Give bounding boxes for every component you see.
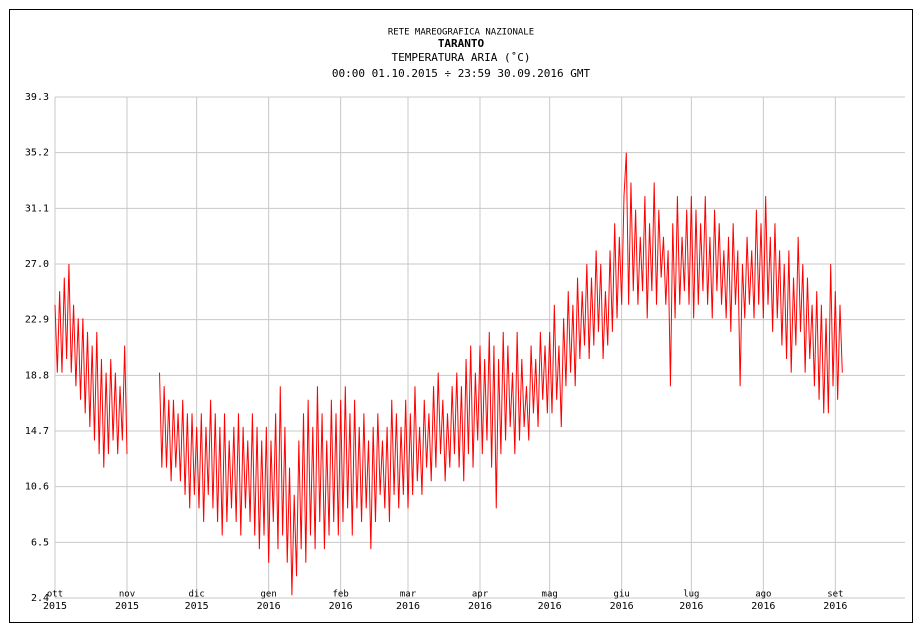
chart-subtitle: TEMPERATURA ARIA (˚C) bbox=[391, 51, 530, 64]
temperature-line bbox=[159, 152, 843, 596]
x-tick-label: set bbox=[827, 590, 843, 600]
x-tick-label: dic bbox=[189, 590, 205, 600]
x-tick-year: 2015 bbox=[43, 601, 67, 612]
x-tick-year: 2015 bbox=[185, 601, 209, 612]
y-tick-label: 14.7 bbox=[25, 426, 49, 437]
x-tick-year: 2016 bbox=[679, 601, 703, 612]
x-tick-label: mar bbox=[400, 590, 417, 600]
y-tick-label: 27.0 bbox=[25, 259, 49, 270]
x-tick-year: 2016 bbox=[396, 601, 420, 612]
y-tick-label: 10.6 bbox=[25, 482, 49, 493]
y-tick-label: 2.4 bbox=[31, 593, 49, 604]
x-tick-year: 2016 bbox=[610, 601, 634, 612]
y-tick-label: 6.5 bbox=[31, 537, 49, 548]
y-tick-label: 18.8 bbox=[25, 370, 49, 381]
y-tick-label: 39.3 bbox=[25, 92, 49, 103]
x-tick-label: ago bbox=[755, 590, 771, 600]
x-tick-label: giu bbox=[614, 590, 630, 600]
x-tick-year: 2016 bbox=[751, 601, 775, 612]
y-tick-label: 31.1 bbox=[25, 203, 49, 214]
frame bbox=[9, 9, 913, 623]
x-tick-label: lug bbox=[683, 590, 699, 600]
chart-header: RETE MAREOGRAFICA NAZIONALE bbox=[388, 28, 534, 38]
x-tick-label: gen bbox=[261, 590, 277, 600]
x-tick-label: nov bbox=[119, 590, 135, 600]
chart-period: 00:00 01.10.2015 ÷ 23:59 30.09.2016 GMT bbox=[332, 67, 591, 80]
y-tick-label: 22.9 bbox=[25, 315, 49, 326]
y-tick-label: 35.2 bbox=[25, 148, 49, 159]
x-tick-year: 2016 bbox=[468, 601, 492, 612]
x-tick-label: apr bbox=[472, 590, 489, 600]
x-tick-label: mag bbox=[542, 590, 558, 600]
x-tick-year: 2016 bbox=[329, 601, 353, 612]
temperature-line bbox=[54, 263, 128, 468]
x-tick-year: 2016 bbox=[538, 601, 562, 612]
x-tick-label: ott bbox=[47, 590, 63, 600]
x-tick-year: 2015 bbox=[115, 601, 139, 612]
x-tick-year: 2016 bbox=[823, 601, 847, 612]
x-tick-year: 2016 bbox=[257, 601, 281, 612]
x-tick-label: feb bbox=[333, 590, 349, 600]
chart-title: TARANTO bbox=[438, 37, 485, 50]
